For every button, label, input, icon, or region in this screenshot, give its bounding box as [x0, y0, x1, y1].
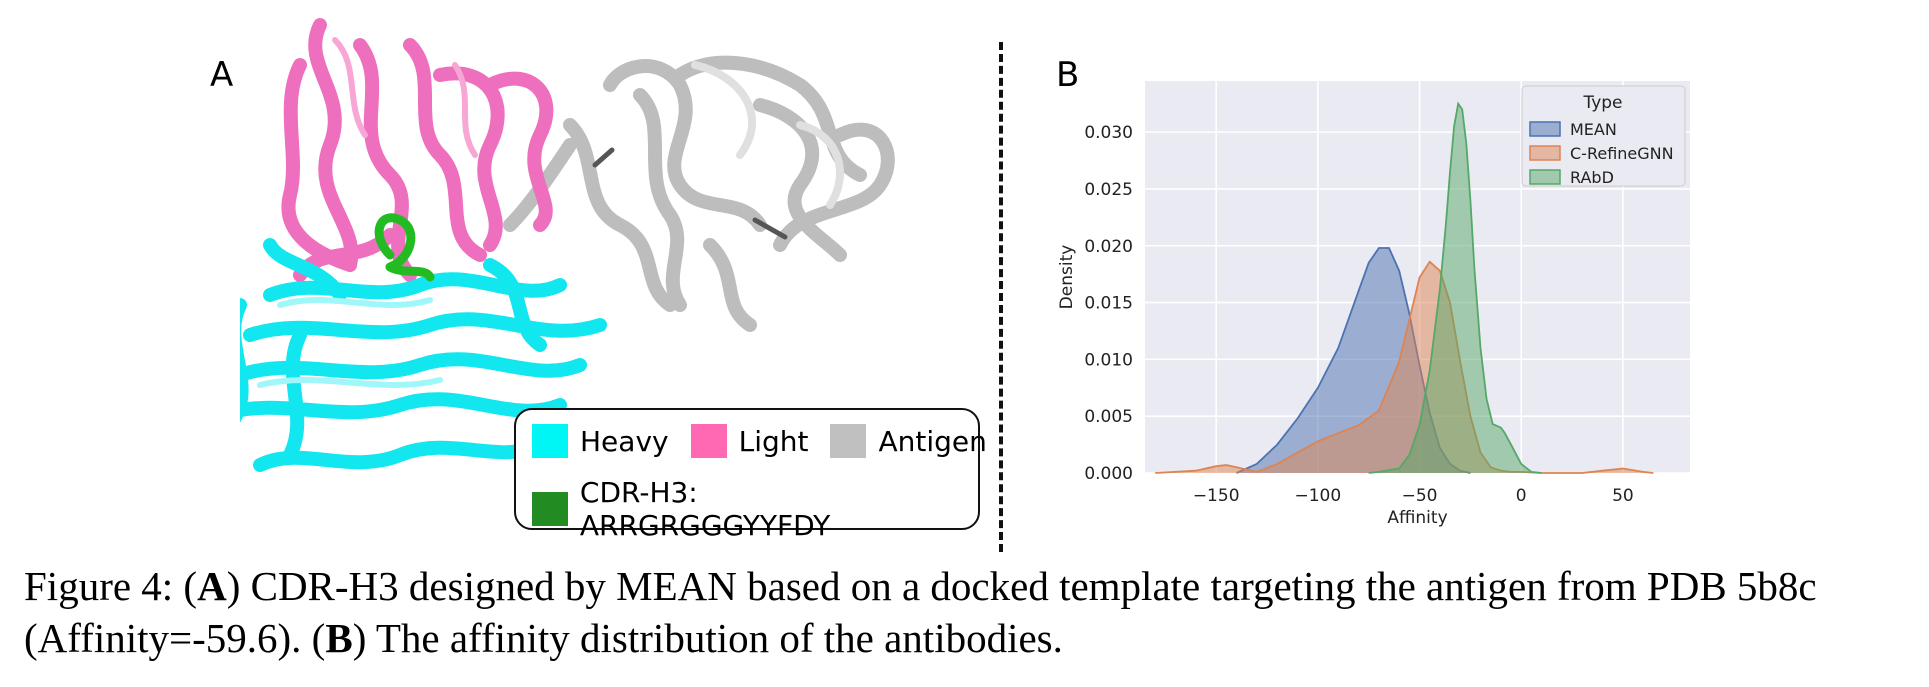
chart-legend: Type MEAN C-RefineGNN RAbD — [1521, 85, 1686, 187]
panel-b-label: B — [1056, 55, 1080, 95]
legend-label-rabd: RAbD — [1570, 168, 1614, 187]
structure-legend-row-chains: Heavy Light Antigen — [532, 424, 1009, 458]
antigen-legend-label: Antigen — [878, 424, 987, 458]
x-tick-label: −50 — [1402, 486, 1438, 506]
panel-divider — [999, 42, 1003, 552]
x-axis-label: Affinity — [1387, 508, 1447, 528]
antibody-antigen-structure-image — [240, 18, 895, 472]
heavy-chain-structure — [240, 238, 607, 472]
legend-swatch-rabd — [1529, 169, 1561, 185]
caption-tail: ) The affinity distribution of the antib… — [352, 615, 1063, 661]
cdr-h3-legend-label: CDR-H3: ARRGRGGGYYFDY — [579, 476, 831, 542]
panel-a-label: A — [210, 55, 234, 95]
light-chain-structure — [281, 18, 554, 282]
cdr-h3-loop-structure — [374, 213, 435, 282]
density-area-c-refinegnn — [1155, 261, 1654, 473]
density-areas — [1155, 101, 1654, 474]
x-tick-label: 0 — [1516, 486, 1527, 506]
density-line-rabd — [1368, 101, 1542, 474]
y-axis-label: Density — [1057, 245, 1077, 310]
caption-ref-b: B — [325, 615, 353, 661]
chart-legend-frame — [1521, 85, 1686, 187]
light-legend-swatch — [690, 424, 727, 458]
density-area-rabd — [1368, 103, 1542, 473]
heavy-legend-label: Heavy — [580, 424, 669, 458]
y-tick-label: 0.000 — [1084, 464, 1133, 484]
y-tick-label: 0.005 — [1084, 407, 1133, 427]
cdr-h3-legend-swatch — [532, 492, 568, 526]
structure-legend-row-cdr: CDR-H3: ARRGRGGGYYFDY — [532, 476, 978, 542]
caption-lead: Figure 4: ( — [24, 563, 198, 609]
caption-middle: ) CDR-H3 designed by MEAN based on a doc… — [24, 563, 1817, 661]
legend-swatch-c-refinegnn — [1529, 145, 1561, 161]
caption-ref-a: A — [197, 563, 227, 609]
legend-label-mean: MEAN — [1570, 120, 1617, 139]
structure-legend: Heavy Light Antigen CDR-H3: ARRGRGGGYYFD… — [514, 408, 987, 542]
affinity-density-chart: −150 −100 −50 0 50 0.000 0.005 0.010 0.015 0.020… — [1057, 81, 1690, 528]
figure-caption: Figure 4: (A) CDR-H3 designed by MEAN ba… — [24, 560, 1914, 664]
y-tick-label: 0.015 — [1084, 294, 1133, 314]
antigen-structure — [503, 55, 895, 332]
heavy-legend-swatch — [532, 424, 568, 458]
x-tick-label: −100 — [1295, 486, 1342, 506]
x-axis-ticks: −150 −100 −50 0 50 — [1193, 486, 1634, 506]
y-tick-label: 0.020 — [1084, 237, 1133, 257]
legend-swatch-mean — [1529, 121, 1561, 137]
y-tick-label: 0.030 — [1084, 123, 1133, 143]
y-tick-label: 0.025 — [1084, 180, 1133, 200]
x-tick-label: 50 — [1612, 486, 1634, 506]
legend-label-c-refinegnn: C-RefineGNN — [1570, 144, 1674, 163]
y-axis-ticks: 0.000 0.005 0.010 0.015 0.020 0.025 0.030 — [1084, 123, 1133, 484]
light-legend-label: Light — [738, 424, 809, 458]
density-line-c-refinegnn — [1155, 260, 1654, 474]
chart-legend-title: Type — [1582, 93, 1622, 113]
antigen-legend-swatch — [830, 424, 867, 458]
y-tick-label: 0.010 — [1084, 350, 1133, 370]
x-tick-label: −150 — [1193, 486, 1240, 506]
